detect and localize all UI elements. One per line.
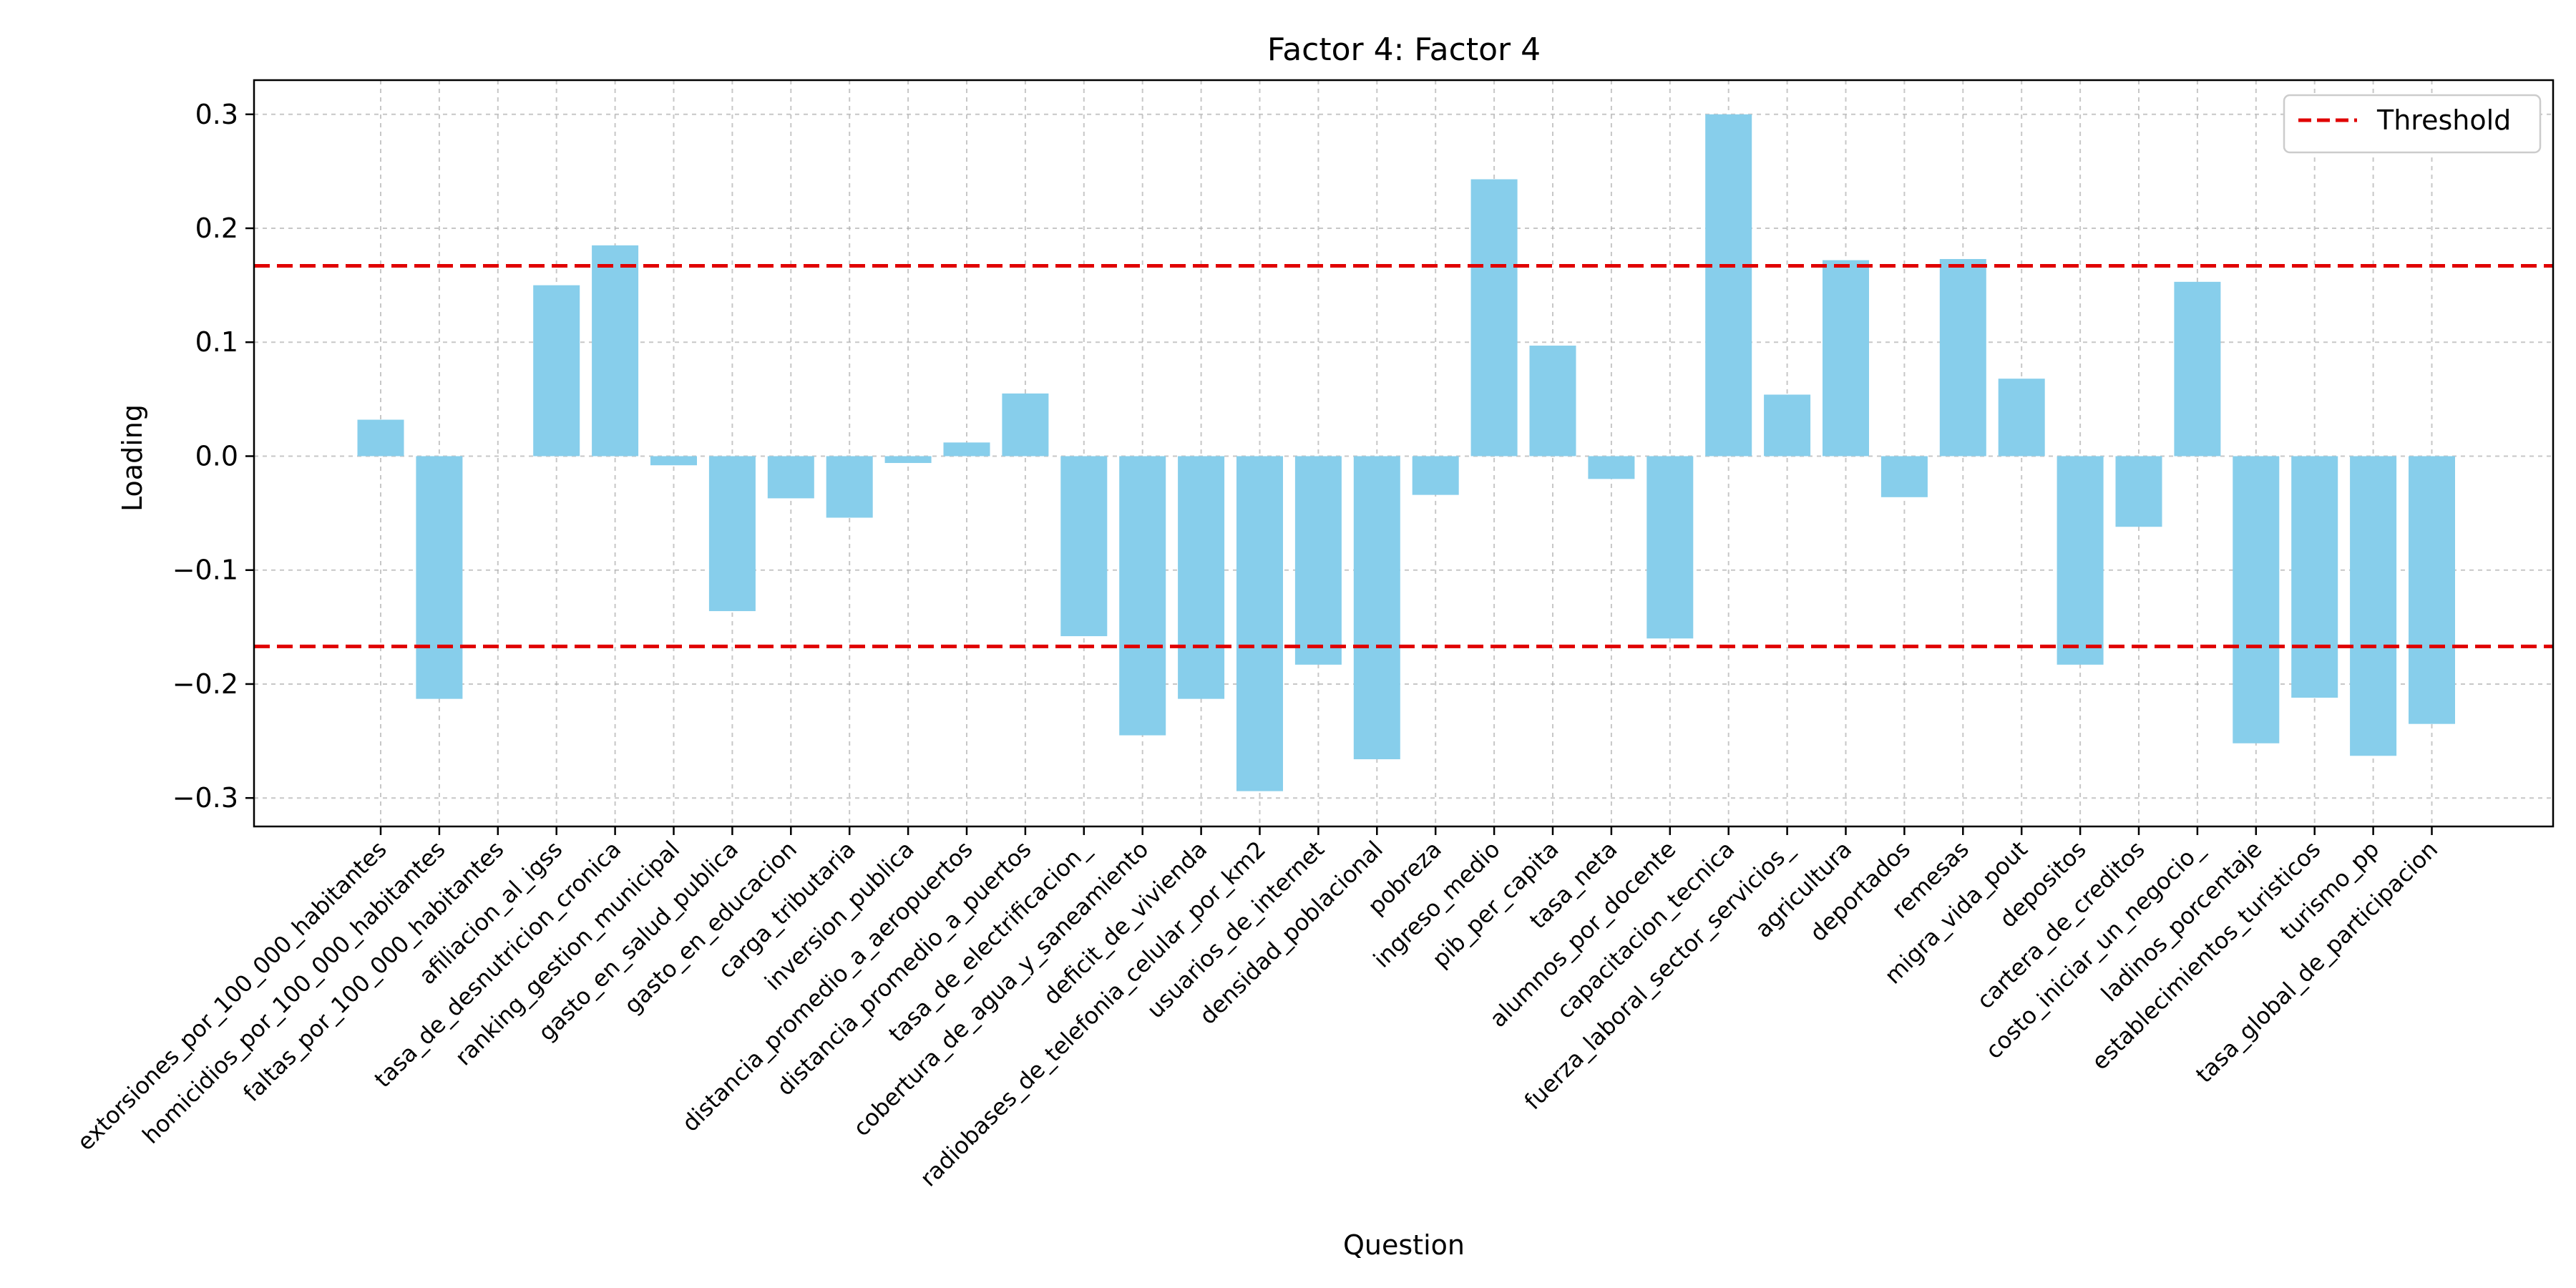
bar xyxy=(533,285,580,457)
bar xyxy=(1470,179,1518,457)
bar xyxy=(1236,456,1283,791)
bar xyxy=(1294,456,1342,665)
bar xyxy=(1178,456,1225,699)
bar xyxy=(2409,456,2455,724)
bar xyxy=(2350,456,2397,756)
bar xyxy=(1529,346,1576,457)
threshold-lines xyxy=(254,264,2553,648)
bar xyxy=(1002,393,1049,457)
bar xyxy=(2057,456,2104,665)
bar xyxy=(767,456,814,499)
bar xyxy=(1412,456,1459,495)
legend: Threshold xyxy=(2283,94,2542,154)
legend-threshold-label: Threshold xyxy=(2376,104,2511,136)
y-axis-label: Loading xyxy=(117,404,148,512)
bars xyxy=(357,114,2455,791)
bar xyxy=(1705,114,1752,457)
bar xyxy=(357,419,404,457)
bar xyxy=(1646,456,1694,639)
bar xyxy=(1353,456,1400,760)
axis-ticks xyxy=(245,113,2433,835)
bar xyxy=(708,456,756,612)
bar xyxy=(416,456,463,699)
bar xyxy=(1823,260,1869,457)
bar xyxy=(1880,456,1928,497)
bar xyxy=(884,456,932,464)
bar xyxy=(1119,456,1166,736)
bar xyxy=(2115,456,2162,527)
y-tick-label: 0.3 xyxy=(195,99,238,130)
x-tick-labels: extorsiones_por_100_000_habitanteshomici… xyxy=(72,835,2443,1192)
plot-frame xyxy=(253,79,2555,828)
bar xyxy=(1588,456,1635,479)
bar xyxy=(1060,456,1108,637)
x-tick-label: homicidios_por_100_000_habitantes xyxy=(137,836,451,1149)
y-tick-label: 0.0 xyxy=(195,440,238,472)
y-tick-label: −0.3 xyxy=(172,782,238,814)
x-axis-label: Question xyxy=(1343,1229,1465,1261)
legend-box xyxy=(2283,94,2542,154)
bar xyxy=(2291,456,2338,698)
bar xyxy=(1998,379,2045,457)
bar xyxy=(943,442,990,457)
bar xyxy=(826,456,873,518)
y-tick-label: −0.2 xyxy=(172,668,238,700)
y-tick-label: 0.2 xyxy=(195,213,238,244)
bar xyxy=(2233,456,2280,743)
y-tick-labels: −0.3 −0.2 −0.1 0.0 0.1 0.2 0.3 xyxy=(172,99,238,814)
chart-title: Factor 4: Factor 4 xyxy=(1267,31,1541,68)
bar xyxy=(1939,259,1986,457)
y-tick-label: −0.1 xyxy=(172,555,238,586)
bar xyxy=(650,456,697,466)
bar xyxy=(1764,394,1811,457)
bar xyxy=(592,245,639,457)
bar xyxy=(2174,281,2221,457)
y-tick-label: 0.1 xyxy=(195,326,238,358)
